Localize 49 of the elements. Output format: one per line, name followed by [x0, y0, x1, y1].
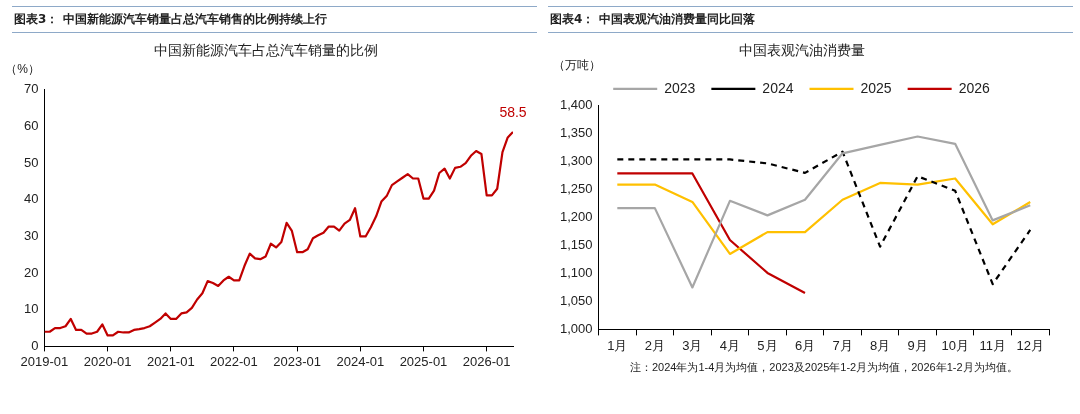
x-tick-label: 3月: [682, 337, 703, 353]
chart-subtitle: 中国表观汽油消费量: [738, 42, 865, 59]
x-tick-label: 8月: [869, 337, 891, 353]
y-tick-label: 1,400: [559, 97, 593, 113]
x-tick-label: 1月: [607, 337, 628, 353]
x-tick-label: 11月: [979, 337, 1006, 353]
x-tick-label: 2026-01: [462, 353, 511, 369]
y-tick-label: 1,150: [559, 237, 593, 253]
x-tick-label: 2019-01: [20, 353, 69, 369]
data-label: 58.5: [499, 103, 527, 120]
y-tick-label: 40: [23, 191, 39, 207]
x-tick-label: 2022-01: [210, 353, 258, 369]
y-tick-label: 1,300: [559, 153, 593, 169]
x-tick-label: 4月: [719, 337, 741, 353]
x-tick-label: 9月: [907, 337, 928, 353]
y-tick-label: 1,250: [559, 181, 593, 197]
x-tick-label: 6月: [794, 337, 816, 353]
y-axis-title: （%）: [5, 62, 40, 77]
y-tick-label: 1,000: [559, 320, 593, 336]
legend-label: 2025: [860, 79, 892, 96]
x-tick-label: 10月: [941, 337, 969, 353]
x-tick-label: 2021-01: [146, 353, 195, 369]
x-tick-label: 2024-01: [336, 353, 385, 369]
legend-label: 2026: [958, 79, 990, 96]
y-tick-label: 30: [23, 228, 39, 244]
x-tick-label: 2023-01: [273, 353, 322, 369]
x-tick-label: 12月: [1016, 337, 1044, 353]
y-tick-label: 0: [31, 337, 39, 353]
y-tick-label: 1,100: [559, 265, 593, 281]
chart-title: 图表4： 中国表观汽油消费量同比回落: [548, 6, 1073, 33]
chart-subtitle: 中国新能源汽车占总汽车销量的比例: [153, 42, 378, 59]
y-tick-label: 70: [23, 81, 39, 97]
text: 注：2024年为1-4月为均值，2023及2025年1-2月为均值，2026年1-2月为均值。: [629, 360, 1018, 373]
y-tick-label: 50: [23, 154, 39, 170]
y-tick-label: 1,050: [559, 293, 593, 309]
y-tick-label: 60: [23, 118, 39, 134]
legend-label: 2024: [762, 79, 794, 96]
x-tick-label: 2月: [644, 337, 665, 353]
y-axis-title: （万吨）: [552, 58, 601, 73]
y-tick-label: 20: [23, 264, 39, 280]
chart-title: 图表3： 中国新能源汽车销量占总汽车销售的比例持续上行: [12, 6, 537, 33]
x-tick-label: 5月: [757, 337, 778, 353]
x-tick-label: 2025-01: [399, 353, 448, 369]
x-tick-label: 2020-01: [83, 353, 132, 369]
y-tick-label: 1,200: [559, 209, 593, 225]
y-tick-label: 1,350: [559, 125, 593, 141]
legend-label: 2023: [664, 79, 696, 96]
x-tick-label: 7月: [832, 337, 853, 353]
y-tick-label: 10: [23, 301, 39, 317]
